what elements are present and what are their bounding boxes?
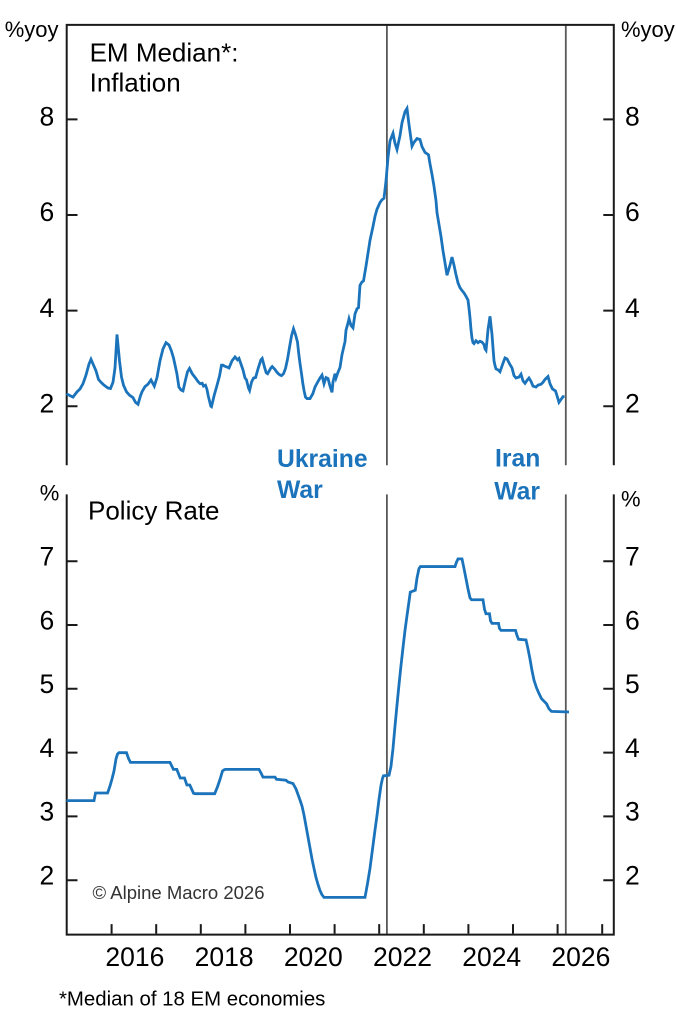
svg-text:2016: 2016: [105, 942, 164, 972]
svg-text:2022: 2022: [373, 942, 432, 972]
svg-text:Ukraine: Ukraine: [277, 446, 368, 473]
svg-text:8: 8: [625, 102, 640, 132]
svg-text:EM Median*:: EM Median*:: [90, 38, 239, 68]
svg-text:%: %: [621, 487, 641, 512]
svg-text:© Alpine Macro 2026: © Alpine Macro 2026: [93, 882, 265, 903]
svg-text:Iran: Iran: [495, 446, 540, 473]
svg-text:2020: 2020: [284, 942, 343, 972]
svg-text:%yoy: %yoy: [5, 17, 59, 42]
svg-text:4: 4: [625, 733, 640, 763]
svg-text:7: 7: [625, 542, 640, 572]
svg-text:4: 4: [625, 293, 640, 323]
svg-text:*Median of 18 EM economies: *Median of 18 EM economies: [59, 989, 325, 1011]
svg-text:Policy Rate: Policy Rate: [88, 496, 220, 526]
svg-text:Inflation: Inflation: [90, 68, 181, 98]
svg-text:2: 2: [625, 861, 640, 891]
svg-text:2026: 2026: [551, 942, 610, 972]
svg-text:6: 6: [625, 605, 640, 635]
svg-text:2018: 2018: [195, 942, 254, 972]
svg-text:2: 2: [625, 388, 640, 418]
svg-text:6: 6: [40, 197, 55, 227]
svg-text:%: %: [40, 481, 60, 506]
svg-text:3: 3: [625, 797, 640, 827]
svg-text:3: 3: [40, 797, 55, 827]
svg-text:2: 2: [40, 861, 55, 891]
svg-text:7: 7: [40, 542, 55, 572]
svg-text:4: 4: [40, 733, 55, 763]
svg-text:4: 4: [40, 293, 55, 323]
svg-text:6: 6: [40, 605, 55, 635]
svg-text:8: 8: [40, 102, 55, 132]
svg-text:6: 6: [625, 197, 640, 227]
svg-text:2024: 2024: [462, 942, 521, 972]
svg-text:War: War: [494, 478, 540, 505]
svg-text:5: 5: [625, 669, 640, 699]
svg-text:%yoy: %yoy: [621, 17, 675, 42]
svg-text:5: 5: [40, 669, 55, 699]
svg-text:2: 2: [40, 388, 55, 418]
svg-text:War: War: [277, 477, 323, 504]
